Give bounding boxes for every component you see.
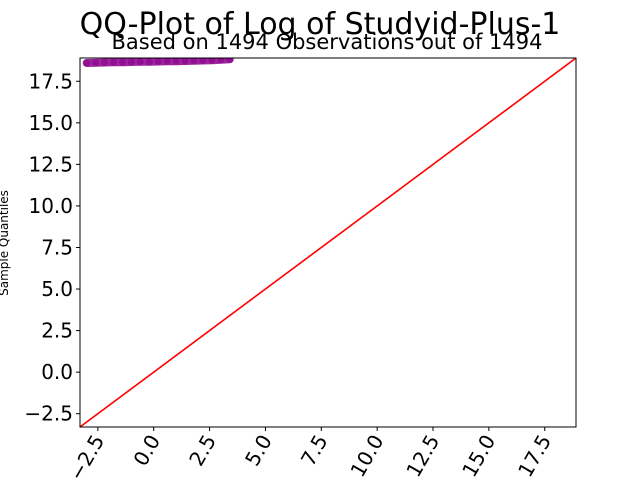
data-point xyxy=(208,58,216,64)
plot-area xyxy=(80,58,576,427)
data-point xyxy=(181,58,189,65)
data-point xyxy=(199,58,207,64)
y-tick-label: 17.5 xyxy=(28,69,73,93)
y-tick-label: 7.5 xyxy=(41,235,73,259)
y-tick-label: 0.0 xyxy=(41,360,73,384)
plot-frame xyxy=(79,57,577,428)
x-tick-label: 12.5 xyxy=(401,431,444,480)
data-point xyxy=(172,58,180,65)
data-point xyxy=(226,58,234,63)
data-point xyxy=(154,58,162,65)
data-point xyxy=(190,58,198,65)
x-tick-label: 0.0 xyxy=(128,431,165,471)
y-axis-label: Sample Quantiles xyxy=(0,190,11,296)
chart-subtitle: Based on 1494 Observations out of 1494 xyxy=(111,30,542,54)
data-point xyxy=(145,58,153,66)
reference-line xyxy=(80,58,576,427)
data-point xyxy=(101,59,109,66)
y-tick-label: 2.5 xyxy=(41,319,73,343)
y-tick-label: 12.5 xyxy=(28,152,73,176)
chart-title: QQ-Plot of Log of Studyid-Plus-1 xyxy=(80,7,561,42)
x-tick-label: 10.0 xyxy=(345,431,388,480)
y-tick-label: 5.0 xyxy=(41,277,73,301)
data-point xyxy=(136,58,144,66)
x-tick-label: 2.5 xyxy=(184,431,221,471)
x-tick-label: 17.5 xyxy=(513,431,556,480)
y-axis: −2.5 0.0 2.5 5.0 7.5 10.0 12.5 15.0 17.5 xyxy=(24,69,80,426)
data-point xyxy=(163,58,171,65)
data-point xyxy=(110,58,117,66)
y-tick-label: 10.0 xyxy=(28,194,73,218)
data-point xyxy=(83,59,91,67)
x-tick-label: 5.0 xyxy=(240,431,277,471)
y-tick-label: 15.0 xyxy=(28,111,73,135)
x-axis: −2.5 0.0 2.5 5.0 7.5 10.0 12.5 15.0 17.5 xyxy=(64,427,556,480)
x-tick-label: −2.5 xyxy=(64,431,109,480)
x-tick-label: 15.0 xyxy=(457,431,500,480)
data-point xyxy=(92,59,100,67)
x-tick-label: 7.5 xyxy=(296,431,333,471)
y-tick-label: −2.5 xyxy=(24,402,73,426)
data-point xyxy=(217,58,225,64)
data-point xyxy=(127,58,135,66)
data-point xyxy=(119,58,126,66)
